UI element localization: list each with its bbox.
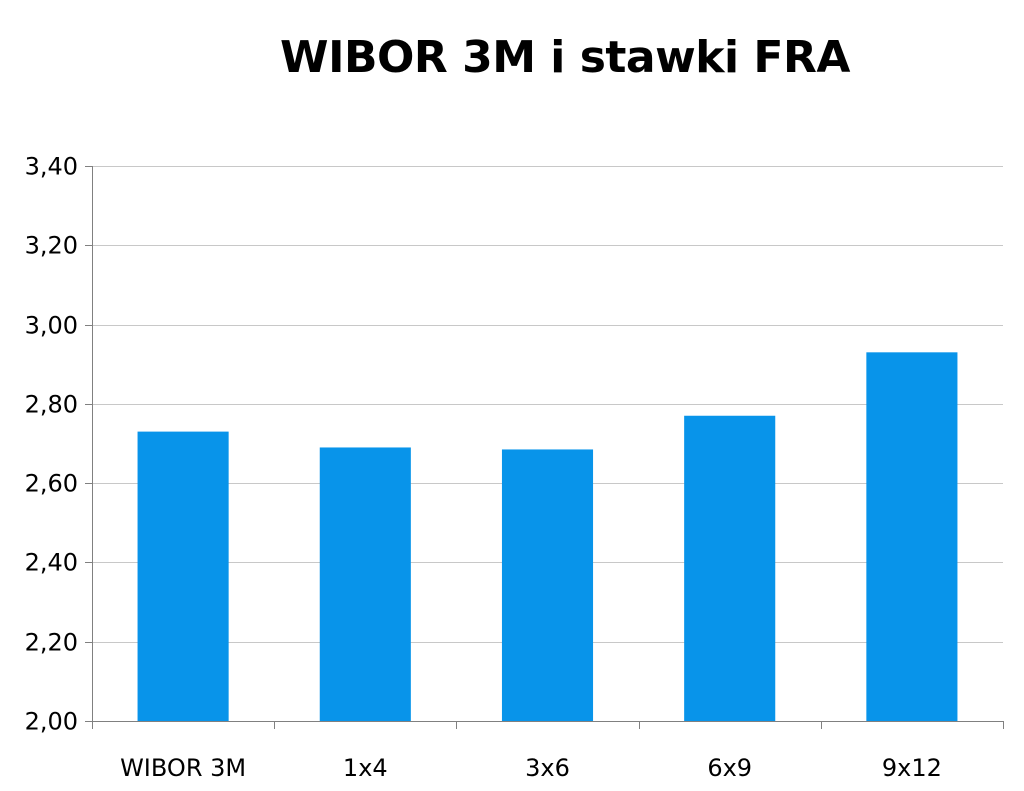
y-tick-label: 2,40 (25, 549, 78, 577)
bar (137, 431, 229, 721)
x-tick-label: 1x4 (343, 754, 388, 782)
y-tick-label: 2,20 (25, 629, 78, 657)
bar (501, 449, 594, 721)
bar (684, 415, 776, 721)
y-tick-label: 3,00 (25, 312, 78, 340)
axes (85, 166, 1004, 729)
y-tick-label: 3,20 (25, 232, 78, 260)
y-tick-label: 2,00 (25, 708, 78, 736)
x-tick-label: 6x9 (707, 754, 752, 782)
y-tick-label: 3,40 (25, 153, 78, 181)
y-tick-label: 2,60 (25, 470, 78, 498)
x-tick-label: WIBOR 3M (120, 754, 246, 782)
bar (319, 447, 411, 721)
y-tick-label: 2,80 (25, 391, 78, 419)
tick-labels: 2,00 2,20 2,40 2,60 2,80 3,00 3,20 3,40 WIBOR 3M… (25, 153, 942, 783)
x-tick-label: 9x12 (882, 754, 942, 782)
chart-title: WIBOR 3M i stawki FRA (280, 32, 850, 83)
x-tick-label: 3x6 (525, 754, 570, 782)
bars (137, 352, 958, 721)
bar (866, 352, 958, 721)
